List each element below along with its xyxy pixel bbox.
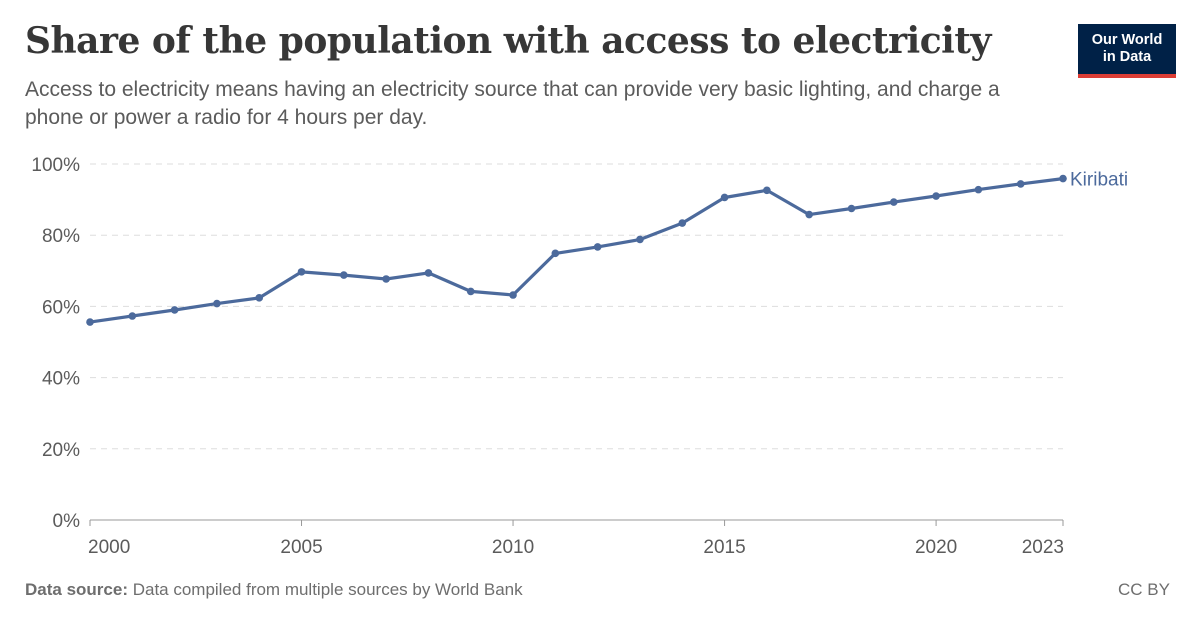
x-axis: 2000 2005 2010 2015 2020 2023: [88, 519, 1064, 558]
y-tick-label: 100%: [31, 155, 80, 176]
data-point: [889, 198, 898, 206]
data-point: [255, 294, 264, 302]
data-source-label: Data source:: [25, 580, 128, 599]
data-point: [1059, 174, 1067, 183]
data-point: [1016, 180, 1025, 188]
data-point: [297, 268, 306, 276]
x-tick-label: 2010: [492, 537, 534, 558]
data-point: [593, 243, 602, 251]
owid-logo[interactable]: Our World in Data: [1078, 24, 1176, 78]
x-tick-label: 2005: [280, 537, 322, 558]
y-tick-label: 60%: [42, 297, 80, 318]
data-point: [805, 210, 813, 219]
y-tick-label: 40%: [42, 369, 80, 390]
data-point: [382, 275, 390, 283]
y-tick-label: 0%: [53, 511, 81, 532]
data-point: [424, 269, 433, 277]
data-point: [932, 192, 940, 200]
data-point: [720, 193, 729, 202]
data-point: [340, 271, 348, 279]
license-link[interactable]: CC BY: [1118, 580, 1170, 599]
y-axis-tick-labels: 0% 20% 40% 60% 80% 100%: [31, 155, 80, 532]
data-point: [551, 249, 560, 258]
data-point: [636, 235, 644, 244]
data-point: [213, 299, 221, 308]
logo-line-1: Our World: [1091, 32, 1163, 48]
series-label: Kiribati: [1070, 170, 1128, 191]
data-point: [170, 306, 179, 314]
x-tick-label: 2000: [88, 537, 130, 558]
grid-lines: [90, 163, 1063, 450]
series-line-kiribati: [88, 177, 1065, 324]
y-tick-label: 20%: [42, 440, 80, 461]
data-point: [678, 219, 687, 227]
data-source: Data source: Data compiled from multiple…: [25, 580, 523, 600]
data-point: [128, 312, 137, 320]
x-tick-label: 2015: [703, 537, 745, 558]
data-point: [466, 287, 475, 296]
data-point: [763, 186, 771, 195]
y-tick-label: 80%: [42, 226, 80, 247]
data-point: [847, 204, 856, 213]
chart-subtitle: Access to electricity means having an el…: [25, 78, 1000, 129]
x-tick-label: 2023: [1022, 537, 1064, 558]
series-layer: Kiribati: [86, 170, 1128, 326]
data-source-text: Data compiled from multiple sources by W…: [127, 580, 523, 599]
x-tick-label: 2020: [915, 537, 957, 558]
data-point: [509, 291, 517, 299]
data-point: [974, 185, 983, 194]
chart-title: Share of the population with access to e…: [25, 20, 991, 62]
logo-line-2: in Data: [1102, 49, 1152, 65]
data-point: [86, 318, 94, 326]
